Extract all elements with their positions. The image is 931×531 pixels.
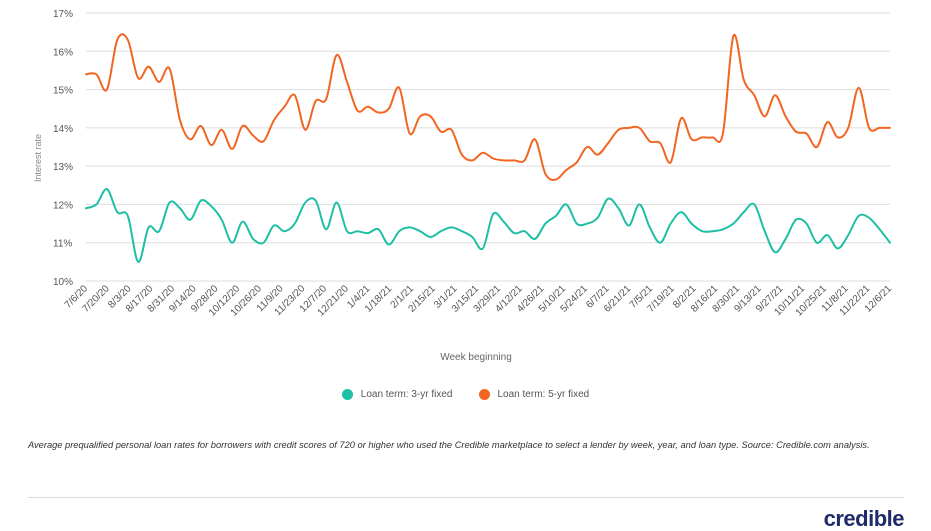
y-tick-label: 13% [53,162,73,173]
x-axis-tick-labels: 7/6/207/20/208/3/208/17/208/31/209/14/20… [63,283,895,319]
gridlines [86,12,890,282]
divider [28,497,904,498]
x-axis-label: Week beginning [440,352,512,363]
legend-item-3yr[interactable]: Loan term: 3-yr fixed [341,389,453,400]
line-chart: 10% 11% 12% 13% 14% 15% 16% 17% 7/6/207/20/208/… [33,9,895,363]
y-tick-label: 15% [53,86,73,97]
legend: Loan term: 3-yr fixed Loan term: 5-yr fi… [0,389,931,400]
legend-marker-3yr [341,389,353,400]
legend-item-5yr[interactable]: Loan term: 5-yr fixed [478,389,590,400]
y-tick-label: 14% [53,124,73,135]
series-lines [85,33,891,263]
y-axis-tick-labels: 10% 11% 12% 13% 14% 15% 16% 17% [53,9,73,288]
y-tick-label: 17% [53,9,73,20]
legend-label-5yr: Loan term: 5-yr fixed [497,389,590,400]
y-tick-label: 10% [53,277,73,288]
legend-label-3yr: Loan term: 3-yr fixed [360,389,453,400]
series-line-5yr [85,33,891,181]
series-line-3yr [85,188,891,263]
y-tick-label: 16% [53,47,73,58]
y-tick-label: 12% [53,200,73,211]
legend-marker-5yr [478,389,490,400]
y-tick-label: 11% [53,239,72,250]
y-axis-label: Interest rate [33,134,43,182]
credible-logo[interactable]: credible [823,506,905,531]
chart-caption: Average prequalified personal loan rates… [28,440,870,450]
